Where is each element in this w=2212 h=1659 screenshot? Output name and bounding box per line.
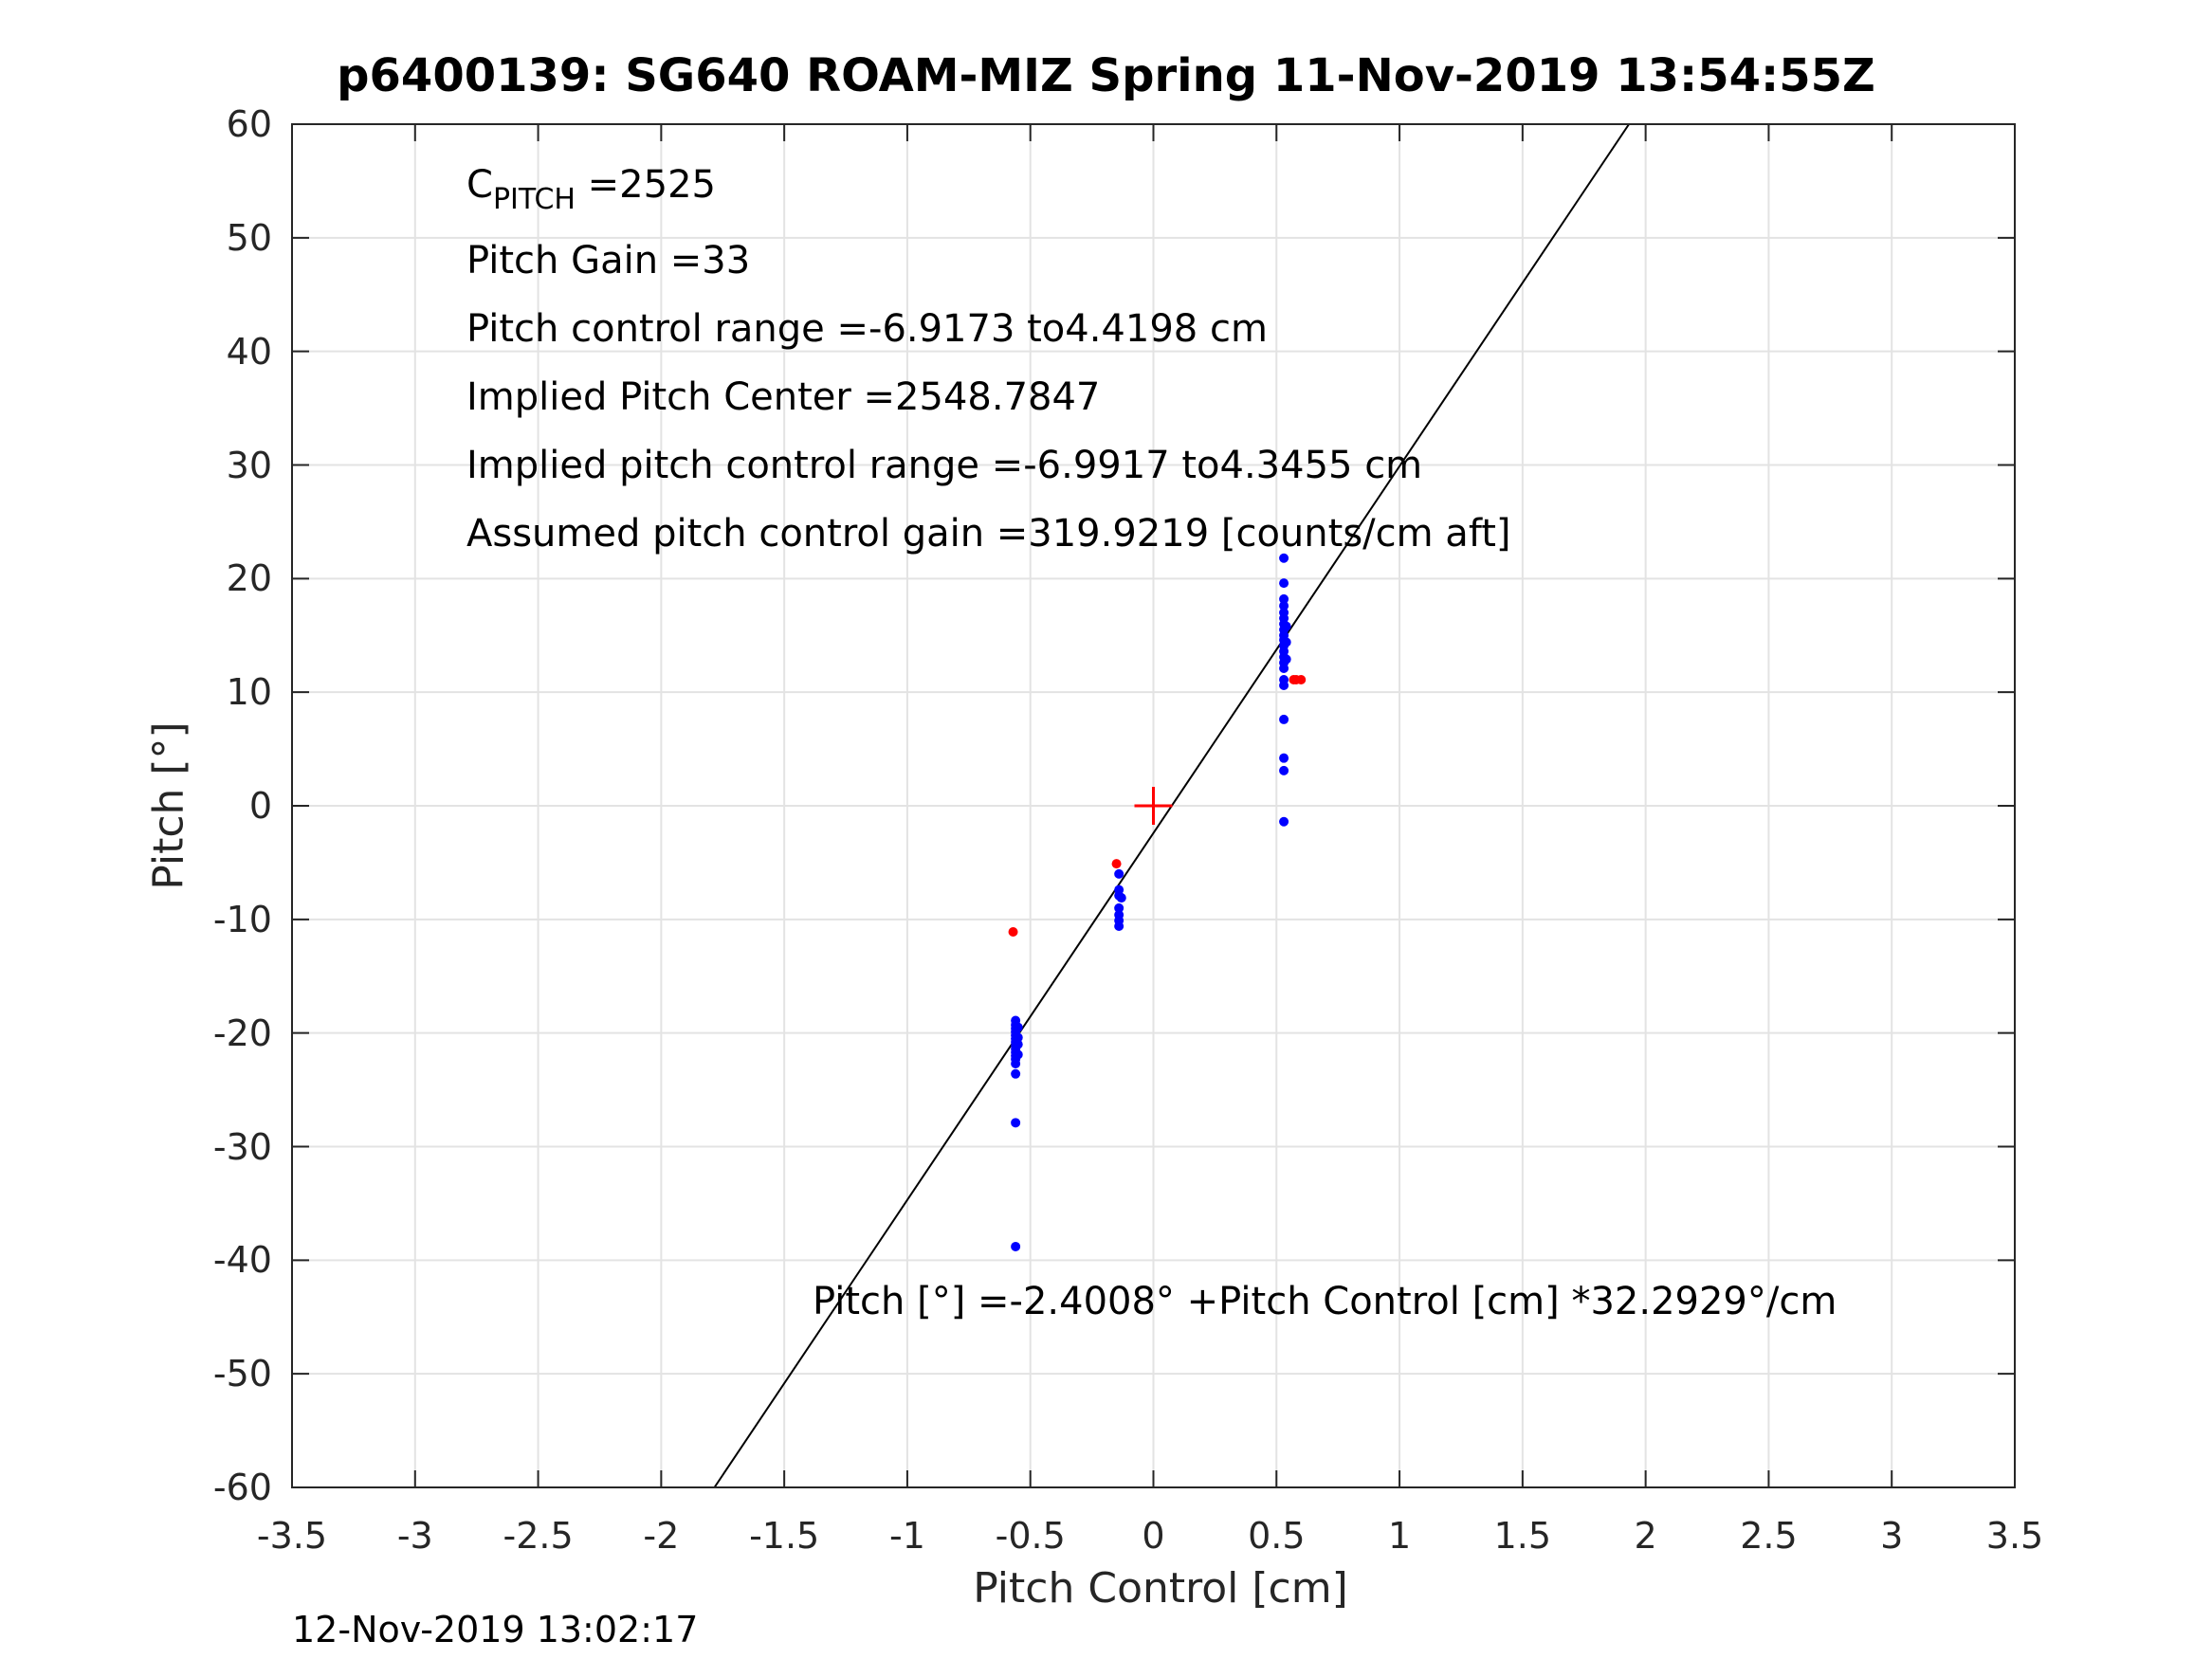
- data-point: [1279, 601, 1289, 611]
- x-tick-label: -0.5: [995, 1515, 1066, 1557]
- data-point: [1011, 1241, 1021, 1251]
- data-point: [1279, 753, 1289, 763]
- print-timestamp: 12-Nov-2019 13:02:17: [292, 1609, 699, 1650]
- data-point: [1011, 1059, 1021, 1069]
- x-tick-label: 2: [1634, 1515, 1657, 1557]
- y-tick-label: 0: [248, 785, 272, 827]
- data-point: [1281, 621, 1291, 631]
- x-tick-label: -2.5: [503, 1515, 574, 1557]
- data-point: [1281, 637, 1291, 647]
- data-point: [1279, 680, 1289, 690]
- x-tick-label: -3.5: [256, 1515, 328, 1557]
- data-point: [1279, 714, 1289, 724]
- data-point: [1011, 1118, 1021, 1128]
- x-tick-label: -3: [396, 1515, 433, 1557]
- data-point: [1279, 593, 1289, 604]
- data-point: [1296, 674, 1307, 684]
- data-point: [1013, 1032, 1023, 1043]
- data-point: [1279, 553, 1289, 563]
- data-point: [1013, 1049, 1023, 1060]
- assumed-gain-annotation: Assumed pitch control gain =319.9219 [co…: [466, 512, 1511, 556]
- data-point: [1008, 927, 1018, 938]
- cpitch-value: =2525: [575, 163, 716, 207]
- cpitch-annotation: CPITCH =2525: [466, 163, 716, 216]
- y-tick-label: -40: [212, 1239, 272, 1282]
- y-tick-label: 30: [226, 444, 272, 486]
- data-point: [1011, 1068, 1021, 1079]
- data-point: [1279, 765, 1289, 775]
- chart-title: p6400139: SG640 ROAM-MIZ Spring 11-Nov-2…: [337, 49, 1875, 102]
- data-point: [1111, 859, 1122, 869]
- data-point: [1013, 1022, 1023, 1032]
- data-point: [1279, 664, 1289, 674]
- y-tick-label: 40: [226, 330, 272, 373]
- plot-frame: [291, 123, 2016, 1488]
- y-tick-label: -30: [212, 1125, 272, 1168]
- x-tick-label: -1.5: [749, 1515, 820, 1557]
- y-tick-label: 10: [226, 671, 272, 714]
- plot-marks: [713, 124, 1630, 1487]
- x-tick-label: 1: [1387, 1515, 1412, 1557]
- x-tick-label: -2: [643, 1515, 680, 1557]
- x-tick-label: 0.5: [1248, 1515, 1306, 1557]
- data-point: [1116, 893, 1126, 903]
- x-tick-label: 3.5: [1985, 1515, 2044, 1557]
- data-point: [1281, 654, 1291, 665]
- data-point: [1114, 868, 1124, 879]
- control-range-annotation: Pitch control range =-6.9173 to4.4198 cm: [466, 307, 1268, 351]
- y-tick-label: -60: [212, 1467, 272, 1508]
- x-tick-label: 1.5: [1493, 1515, 1552, 1557]
- data-point: [1279, 816, 1289, 827]
- data-point: [1114, 902, 1124, 913]
- y-tick-label: -10: [212, 898, 272, 940]
- x-tick-label: -1: [888, 1515, 925, 1557]
- data-point: [1114, 921, 1124, 932]
- x-axis-label: Pitch Control [cm]: [973, 1564, 1348, 1613]
- y-tick-label: 20: [226, 557, 272, 600]
- cpitch-symbol: C: [466, 163, 493, 207]
- implied-center-annotation: Implied Pitch Center =2548.7847: [466, 375, 1101, 419]
- y-tick-label: 50: [226, 216, 272, 259]
- y-tick-label: -50: [212, 1353, 272, 1395]
- implied-range-annotation: Implied pitch control range =-6.9917 to4…: [466, 444, 1423, 487]
- y-tick-label: -20: [212, 1012, 272, 1054]
- fit-equation-annotation: Pitch [°] =-2.4008° +Pitch Control [cm] …: [813, 1280, 1837, 1323]
- pitch-gain-annotation: Pitch Gain =33: [466, 239, 751, 283]
- y-tick-label: 60: [226, 103, 272, 145]
- x-tick-label: 0: [1142, 1515, 1165, 1557]
- data-point: [1013, 1039, 1023, 1049]
- x-tick-label: 2.5: [1740, 1515, 1798, 1557]
- x-tick-label: 3: [1880, 1515, 1904, 1557]
- y-axis-label: Pitch [°]: [144, 721, 193, 890]
- data-point: [1279, 578, 1289, 589]
- cpitch-subscript: PITCH: [492, 183, 576, 216]
